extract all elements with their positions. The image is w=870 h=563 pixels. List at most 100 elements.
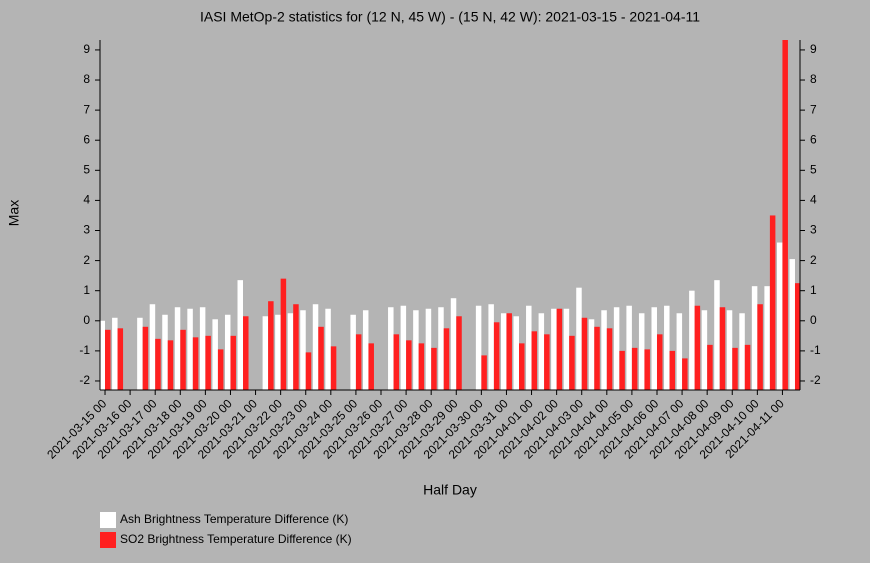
bar: [368, 343, 374, 390]
bar: [167, 340, 174, 390]
bar: [732, 347, 738, 390]
bar: [638, 313, 645, 390]
bar: [518, 343, 525, 390]
bar: [305, 352, 312, 390]
bar: [682, 358, 688, 390]
bar: [406, 340, 412, 390]
bar: [355, 334, 362, 390]
y2-tick-label: 0: [810, 313, 817, 327]
y2-tick-label: 7: [810, 102, 817, 116]
bar: [142, 326, 149, 390]
bar: [149, 304, 156, 390]
bar: [450, 298, 457, 390]
chart-title: IASI MetOp-2 statistics for (12 N, 45 W)…: [200, 9, 700, 25]
bar: [581, 317, 588, 390]
bar: [689, 290, 695, 390]
y-tick-label: 0: [83, 313, 90, 327]
bar: [217, 349, 224, 390]
bar: [588, 319, 595, 390]
y-tick-label: 4: [83, 193, 90, 207]
y-tick-label: 7: [83, 102, 90, 116]
bar: [776, 242, 783, 390]
bar: [137, 317, 143, 390]
legend-label: SO2 Brightness Temperature Difference (K…: [120, 532, 352, 546]
bar: [544, 334, 550, 390]
y2-tick-label: 5: [810, 162, 817, 176]
bar: [330, 346, 337, 390]
bar: [475, 305, 482, 390]
bar: [493, 322, 500, 390]
bar: [739, 313, 745, 390]
bar: [613, 307, 620, 390]
bar: [431, 347, 437, 390]
y-tick-label: 1: [83, 283, 90, 297]
bar: [481, 355, 487, 390]
bar: [418, 343, 425, 390]
bar: [192, 337, 199, 390]
bar: [651, 307, 657, 390]
bar: [744, 344, 751, 390]
bar: [656, 334, 663, 390]
y2-tick-label: 6: [810, 132, 817, 146]
bar: [362, 310, 369, 390]
bar: [751, 286, 758, 390]
y-axis-label: Max: [6, 200, 22, 226]
bar: [594, 326, 600, 390]
legend-swatch: [100, 532, 116, 548]
bar: [224, 314, 231, 390]
bar: [506, 313, 512, 390]
x-axis-label: Half Day: [423, 482, 477, 498]
bar: [726, 310, 733, 390]
bar: [237, 280, 244, 390]
bar: [400, 305, 407, 390]
bar: [212, 319, 218, 390]
bar: [488, 304, 494, 390]
y2-tick-label: 4: [810, 193, 817, 207]
bar: [205, 335, 211, 390]
bar: [287, 313, 294, 390]
bar: [243, 316, 249, 390]
bar: [707, 344, 713, 390]
bar: [701, 310, 708, 390]
y2-tick-label: -1: [810, 343, 821, 357]
bar: [757, 304, 763, 390]
bar: [576, 287, 582, 390]
bar: [719, 307, 726, 390]
bar: [676, 313, 683, 390]
bar: [526, 305, 532, 390]
bar: [162, 314, 168, 390]
legend-label: Ash Brightness Temperature Difference (K…: [120, 512, 348, 526]
bar: [443, 328, 450, 390]
bar: [619, 350, 625, 390]
bar: [531, 331, 538, 390]
bar: [293, 304, 299, 390]
bar: [425, 308, 432, 390]
y-tick-label: 9: [83, 42, 90, 56]
legend-swatch: [100, 512, 116, 528]
bar: [280, 278, 287, 390]
bar: [626, 305, 632, 390]
y-tick-label: -1: [79, 343, 90, 357]
bar: [789, 259, 795, 390]
bar: [312, 304, 319, 390]
bar: [694, 305, 701, 390]
bar: [794, 283, 800, 390]
bar: [117, 328, 124, 390]
bar: [318, 326, 324, 390]
bar: [230, 335, 236, 390]
bar: [606, 328, 613, 390]
y2-tick-label: 2: [810, 253, 817, 267]
y2-tick-label: 1: [810, 283, 817, 297]
bar: [325, 308, 331, 390]
bar: [513, 316, 519, 390]
bar: [551, 308, 557, 390]
bar: [300, 310, 306, 390]
bar: [100, 320, 106, 390]
y2-tick-label: 8: [810, 72, 817, 86]
bar: [388, 307, 394, 390]
y-tick-label: 8: [83, 72, 90, 86]
bar: [669, 350, 676, 390]
bar: [569, 335, 575, 390]
bar: [556, 308, 563, 390]
bar: [538, 313, 545, 390]
